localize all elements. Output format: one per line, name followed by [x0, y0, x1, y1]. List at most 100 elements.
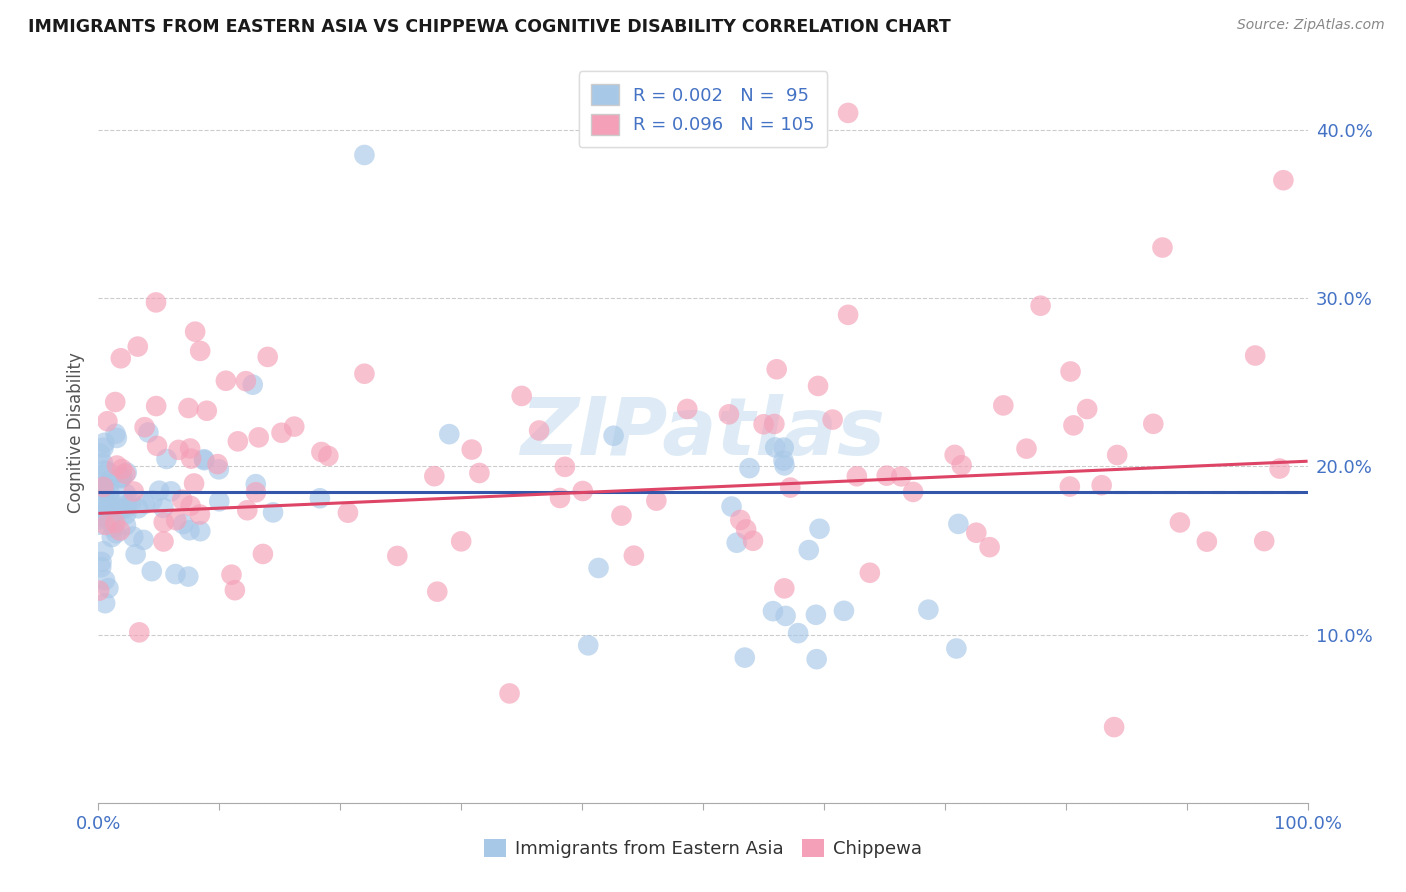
Point: [98, 508, 121, 523]
Point: [717, 407, 740, 421]
Point: [772, 453, 794, 467]
Point: [676, 401, 699, 416]
Point: [610, 508, 633, 523]
Point: [527, 424, 550, 438]
Point: [859, 566, 882, 580]
Point: [90, 560, 112, 574]
Point: [252, 547, 274, 561]
Point: [97, 581, 120, 595]
Point: [336, 506, 359, 520]
Point: [807, 379, 830, 393]
Point: [945, 641, 967, 656]
Point: [773, 458, 796, 473]
Point: [837, 308, 859, 322]
Point: [720, 500, 742, 514]
Point: [188, 343, 211, 358]
Point: [461, 442, 484, 457]
Point: [808, 522, 831, 536]
Point: [1062, 418, 1084, 433]
Point: [821, 412, 844, 426]
Point: [762, 604, 785, 618]
Point: [172, 517, 194, 532]
Point: [965, 525, 987, 540]
Point: [730, 513, 752, 527]
Point: [132, 533, 155, 547]
Point: [245, 485, 267, 500]
Point: [152, 500, 174, 515]
Point: [439, 427, 461, 442]
Point: [554, 459, 576, 474]
Point: [311, 445, 333, 459]
Point: [124, 548, 146, 562]
Point: [188, 508, 211, 522]
Point: [763, 441, 786, 455]
Point: [104, 426, 127, 441]
Legend: Immigrants from Eastern Asia, Chippewa: Immigrants from Eastern Asia, Chippewa: [477, 831, 929, 865]
Point: [141, 493, 163, 508]
Point: [1015, 442, 1038, 456]
Point: [1268, 461, 1291, 475]
Point: [193, 453, 215, 467]
Point: [108, 502, 131, 516]
Point: [111, 470, 134, 484]
Point: [1253, 534, 1275, 549]
Point: [98, 492, 121, 507]
Point: [115, 507, 138, 521]
Point: [734, 650, 756, 665]
Point: [148, 483, 170, 498]
Point: [1029, 299, 1052, 313]
Point: [105, 431, 128, 445]
Point: [353, 367, 375, 381]
Point: [101, 500, 124, 514]
Point: [93, 441, 115, 455]
Point: [89, 512, 111, 526]
Text: IMMIGRANTS FROM EASTERN ASIA VS CHIPPEWA COGNITIVE DISABILITY CORRELATION CHART: IMMIGRANTS FROM EASTERN ASIA VS CHIPPEWA…: [28, 18, 950, 36]
Point: [108, 524, 131, 538]
Point: [183, 476, 205, 491]
Point: [779, 481, 801, 495]
Point: [89, 497, 111, 511]
Point: [89, 583, 111, 598]
Point: [122, 484, 145, 499]
Point: [806, 652, 828, 666]
Point: [845, 469, 868, 483]
Point: [115, 498, 138, 512]
Point: [1142, 417, 1164, 431]
Point: [103, 521, 125, 535]
Point: [738, 461, 761, 475]
Point: [100, 530, 122, 544]
Point: [98, 474, 121, 488]
Point: [571, 483, 593, 498]
Point: [1152, 240, 1174, 255]
Point: [468, 466, 491, 480]
Point: [98, 485, 121, 500]
Point: [423, 469, 446, 483]
Point: [1059, 479, 1081, 493]
Point: [1168, 516, 1191, 530]
Point: [115, 487, 138, 501]
Point: [115, 518, 138, 533]
Point: [979, 540, 1001, 554]
Point: [91, 480, 114, 494]
Point: [94, 502, 117, 516]
Point: [876, 468, 898, 483]
Legend: R = 0.002   N =  95, R = 0.096   N = 105: R = 0.002 N = 95, R = 0.096 N = 105: [579, 71, 827, 147]
Point: [93, 484, 115, 499]
Point: [96, 414, 118, 428]
Point: [950, 458, 973, 473]
Text: Source: ZipAtlas.com: Source: ZipAtlas.com: [1237, 18, 1385, 32]
Point: [184, 325, 207, 339]
Point: [270, 425, 292, 440]
Point: [242, 377, 264, 392]
Point: [96, 464, 118, 478]
Point: [207, 457, 229, 471]
Point: [804, 607, 827, 622]
Point: [141, 564, 163, 578]
Point: [93, 435, 115, 450]
Point: [256, 350, 278, 364]
Point: [94, 518, 117, 533]
Point: [752, 417, 775, 432]
Point: [111, 462, 134, 476]
Point: [510, 389, 533, 403]
Point: [725, 535, 748, 549]
